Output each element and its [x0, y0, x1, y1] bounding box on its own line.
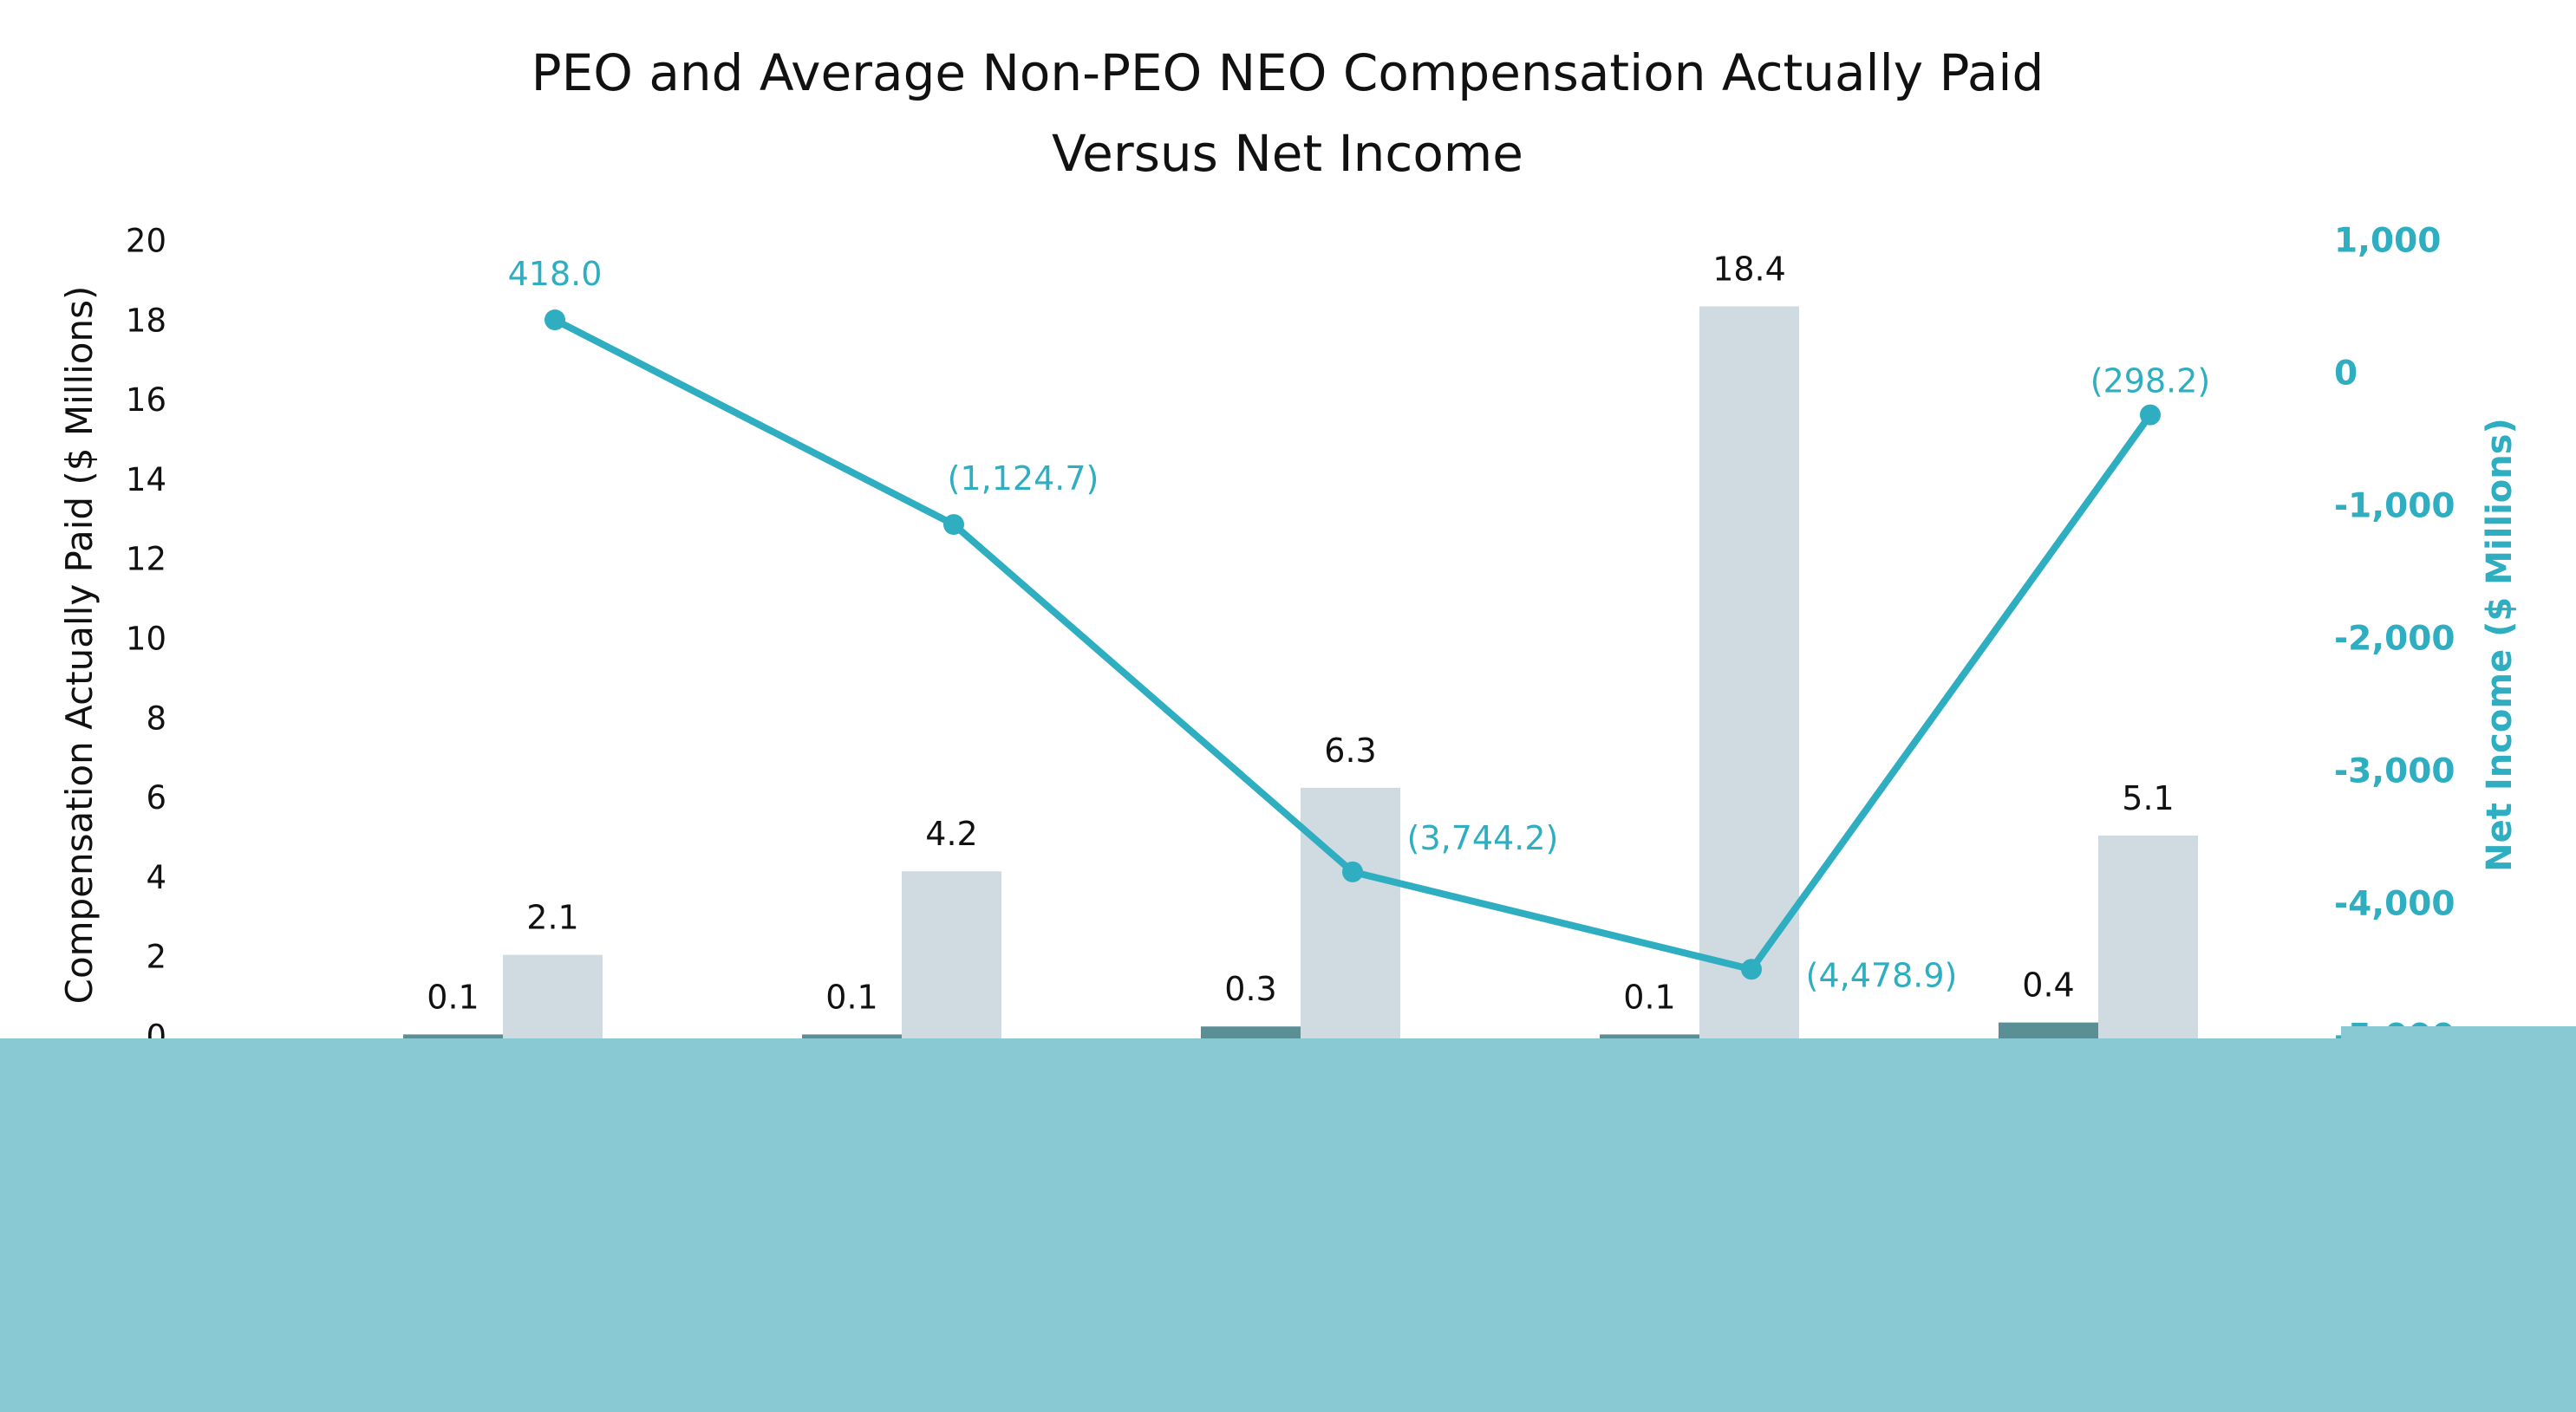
net-income-value-label: 418.0: [508, 255, 603, 293]
non-peo-neo-bar: [1699, 306, 1799, 1038]
footer-band: [0, 1038, 2576, 1412]
left-axis-tick-label: 6: [146, 779, 166, 817]
left-axis-tick-label: 14: [126, 461, 166, 498]
net-income-value-label: (298.2): [2090, 362, 2210, 400]
right-axis-tick-label: 0: [2334, 355, 2358, 394]
left-axis-tick-label: 16: [126, 381, 166, 419]
non-peo-neo-bar: [902, 871, 1001, 1038]
peo-bar: [1999, 1022, 2098, 1038]
right-axis-tick-label: -4,000: [2334, 885, 2455, 924]
non-peo-neo-bar-value-label: 4.2: [925, 815, 977, 853]
non-peo-neo-bar: [1301, 787, 1400, 1038]
peo-bar: [1201, 1026, 1301, 1038]
non-peo-neo-bar: [503, 954, 603, 1038]
net-income-point: [545, 309, 565, 331]
peo-bar-value-label: 0.1: [825, 978, 877, 1016]
peo-bar: [403, 1034, 503, 1038]
bar-labels-group: 0.1 0.1 0.3 0.1 0.4 2.1 4.2 6.3 18.4 5.1: [427, 250, 2174, 1016]
chart-title-line-2: Versus Net Income: [1052, 124, 1523, 183]
non-peo-neo-bar-value-label: 18.4: [1712, 250, 1786, 288]
right-axis-tick-label: 1,000: [2334, 222, 2441, 261]
footer-band-right-step: [2341, 1026, 2576, 1044]
net-income-value-label: (1,124.7): [948, 459, 1099, 498]
left-axis-tick-label: 4: [146, 859, 166, 896]
net-income-point: [943, 514, 964, 536]
net-income-line-group: 418.0 (1,124.7) (3,744.2) (4,478.9) (298.2): [508, 255, 2211, 994]
right-axis-tick-label: -2,000: [2334, 620, 2455, 659]
left-axis-tick-label: 2: [146, 939, 166, 976]
right-axis-label: Net Income ($ Millions): [2480, 418, 2520, 872]
net-income-point: [1741, 959, 1762, 980]
net-income-point: [1342, 861, 1363, 882]
bars-group: [403, 306, 2198, 1038]
peo-bar-value-label: 0.1: [427, 978, 479, 1016]
left-axis-tick-label: 12: [126, 541, 166, 578]
right-axis-tick-label: -1,000: [2334, 487, 2455, 526]
non-peo-neo-bar: [2098, 835, 2198, 1038]
right-axis-tick-label: -3,000: [2334, 752, 2455, 791]
non-peo-neo-bar-value-label: 2.1: [526, 899, 578, 937]
left-axis-label: Compensation Actually Paid ($ Millions): [58, 286, 101, 1005]
left-axis-tick-label: 10: [126, 621, 166, 658]
peo-bar-value-label: 0.4: [2022, 966, 2074, 1005]
peo-bar: [802, 1034, 902, 1038]
non-peo-neo-bar-value-label: 5.1: [2122, 779, 2174, 817]
net-income-point: [2140, 404, 2161, 426]
peo-bar-value-label: 0.3: [1224, 970, 1276, 1008]
left-axis-tick-label: 18: [126, 302, 166, 339]
net-income-value-label: (4,478.9): [1806, 956, 1958, 994]
left-axis-tick-label: 20: [126, 223, 166, 260]
net-income-value-label: (3,744.2): [1407, 819, 1559, 857]
peo-bar: [1600, 1034, 1699, 1038]
left-axis-tick-label: 8: [146, 699, 166, 737]
peo-bar-value-label: 0.1: [1623, 978, 1675, 1016]
chart-title-line-1: PEO and Average Non-PEO NEO Compensation…: [532, 43, 2044, 102]
non-peo-neo-bar-value-label: 6.3: [1324, 732, 1376, 770]
